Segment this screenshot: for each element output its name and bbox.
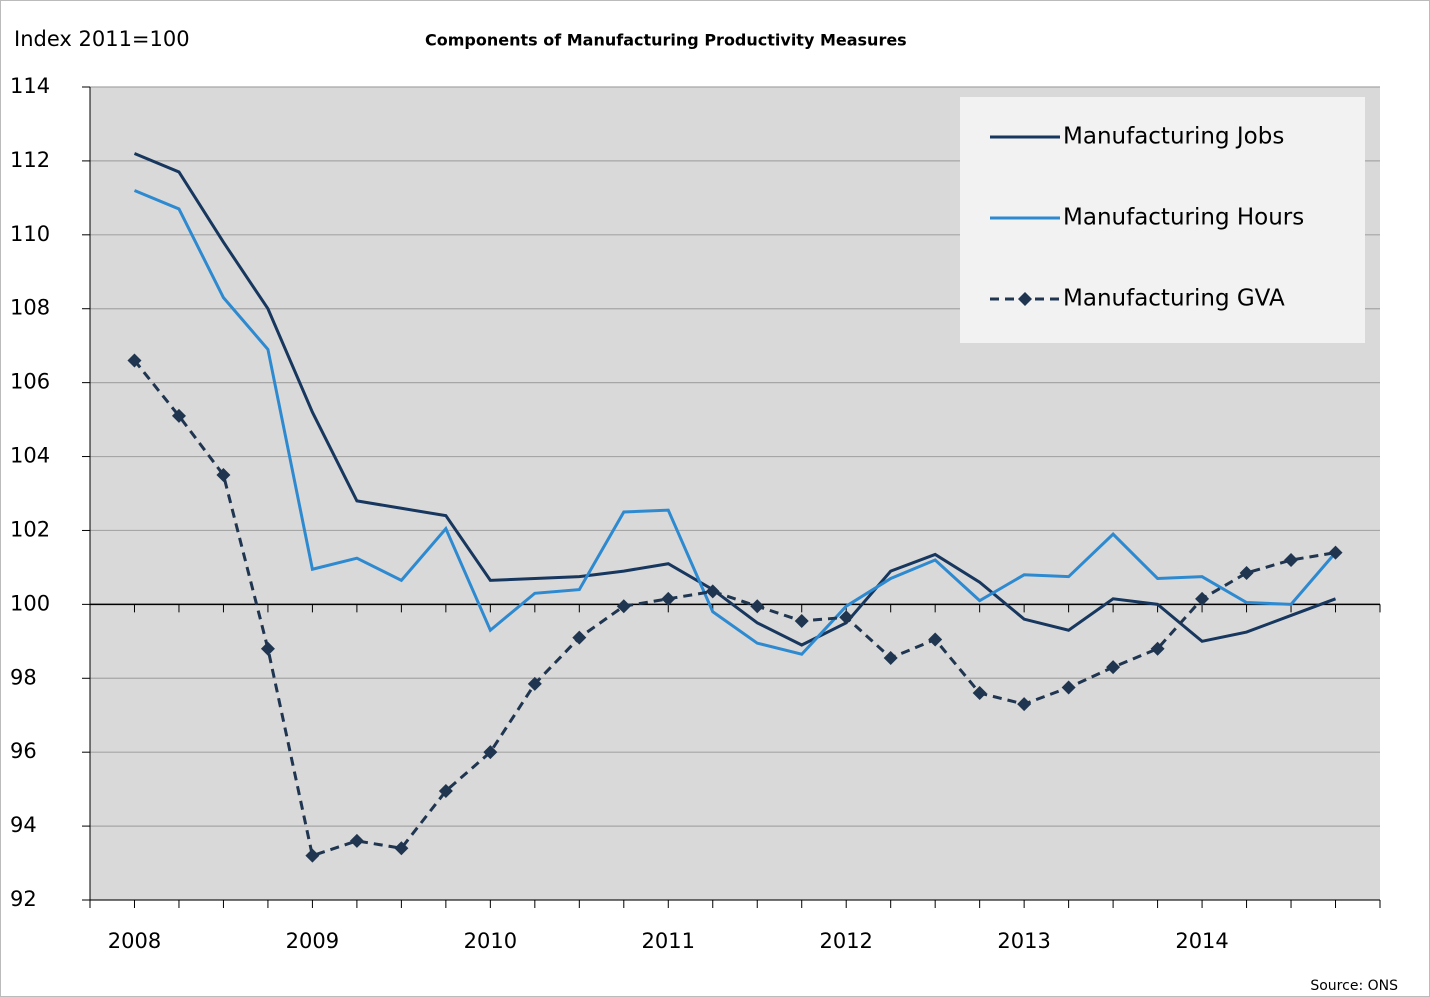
y-tick-label: 108 <box>10 296 50 320</box>
y-tick-label: 92 <box>10 887 37 911</box>
series-marker <box>572 630 587 645</box>
series-marker <box>171 408 186 423</box>
legend-marker <box>1018 292 1032 306</box>
series-marker <box>527 676 542 691</box>
legend-label: Manufacturing GVA <box>1063 286 1285 312</box>
series-line <box>133 359 1336 858</box>
y-tick-label: 112 <box>10 148 50 172</box>
series-marker <box>349 833 364 848</box>
series-marker <box>1328 545 1343 560</box>
legend-label: Manufacturing Hours <box>1063 205 1304 231</box>
series-marker <box>616 599 631 614</box>
series-marker <box>661 591 676 606</box>
series-marker <box>794 613 809 628</box>
x-tick-label: 2011 <box>642 929 695 953</box>
y-tick-label: 104 <box>10 444 50 468</box>
y-tick-label: 100 <box>10 591 50 615</box>
x-tick-label: 2012 <box>819 929 872 953</box>
series-marker <box>438 783 453 798</box>
series-marker <box>883 650 898 665</box>
y-tick-label: 96 <box>10 739 37 763</box>
series-marker <box>1061 680 1076 695</box>
series-marker <box>839 610 854 625</box>
series-marker <box>1017 697 1032 712</box>
y-tick-label: 110 <box>10 222 50 246</box>
x-tick-label: 2008 <box>108 929 161 953</box>
y-tick-label: 106 <box>10 370 50 394</box>
source: Source: ONS <box>1310 978 1398 994</box>
series-marker <box>972 686 987 701</box>
series-marker <box>1195 591 1210 606</box>
series-marker <box>483 745 498 760</box>
series-marker <box>1106 660 1121 675</box>
chart-title: Components of Manufacturing Productivity… <box>425 31 907 50</box>
y-tick-label: 102 <box>10 517 50 541</box>
x-tick-label: 2009 <box>286 929 339 953</box>
x-tick-label: 2010 <box>464 929 517 953</box>
series-line <box>133 152 1337 647</box>
series-marker <box>305 848 320 863</box>
series-marker <box>750 599 765 614</box>
y-axis-label: Index 2011=100 <box>14 27 190 51</box>
series-marker <box>127 353 142 368</box>
series-marker <box>928 632 943 647</box>
x-tick-label: 2014 <box>1175 929 1228 953</box>
series-line <box>133 189 1337 656</box>
series-marker <box>216 468 231 483</box>
series-marker <box>394 841 409 856</box>
y-tick-label: 98 <box>10 665 37 689</box>
series-marker <box>1284 553 1299 568</box>
y-tick-label: 94 <box>10 813 37 837</box>
series-marker <box>1150 641 1165 656</box>
x-tick-label: 2013 <box>997 929 1050 953</box>
series-marker <box>705 584 720 599</box>
series-marker <box>1239 565 1254 580</box>
legend-label: Manufacturing Jobs <box>1063 124 1284 150</box>
series-marker <box>260 641 275 656</box>
y-tick-label: 114 <box>10 74 50 98</box>
